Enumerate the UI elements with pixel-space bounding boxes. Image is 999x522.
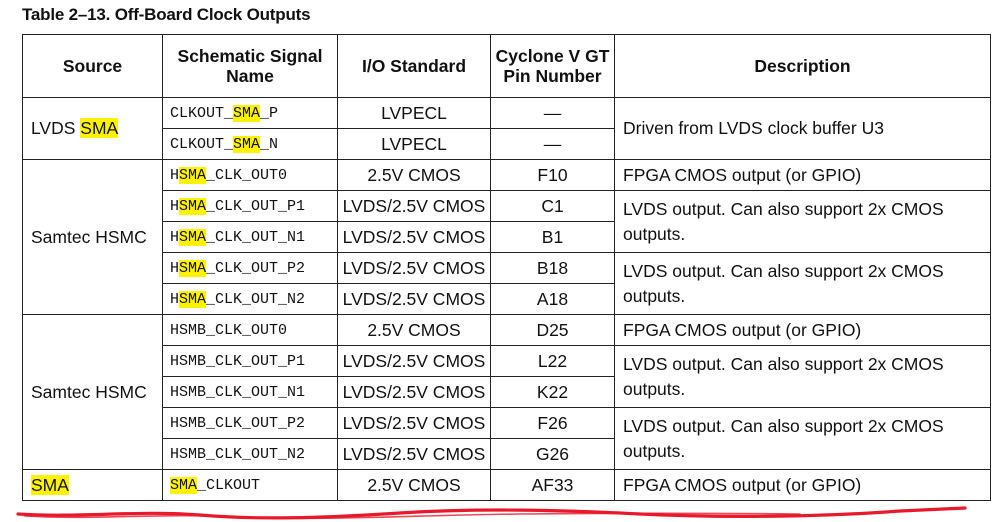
pin-cell: B1 [490,221,615,253]
table-row: HSMA_CLK_OUT_N1 LVDS/2.5V CMOS B1 [23,221,991,253]
description-cell: Driven from LVDS clock buffer U3 [614,97,991,160]
header-pin-number: Cyclone V GT Pin Number [490,34,615,98]
pin-cell: C1 [490,190,615,222]
table-row: HSMB_CLK_OUT_P2 LVDS/2.5V CMOS F26 LVDS … [23,407,991,470]
pin-cell: B18 [490,252,615,284]
description-cell: FPGA CMOS output (or GPIO) [614,159,991,191]
pin-cell: — [490,128,615,160]
clock-outputs-table: Source Schematic Signal Name I/O Standard… [22,34,991,501]
table-row: HSMA_CLK_OUT_N2 LVDS/2.5V CMOS A18 [23,283,991,315]
io-cell: LVPECL [337,128,491,160]
pin-cell: G26 [490,438,615,470]
table-caption: Table 2–13. Off-Board Clock Outputs [22,5,311,24]
signal-cell: CLKOUT_SMA_P [162,97,338,129]
description-cell: FPGA CMOS output (or GPIO) [614,314,991,346]
io-cell: LVDS/2.5V CMOS [337,190,491,222]
pin-cell: — [490,97,615,129]
pin-cell: F26 [490,407,615,439]
signal-cell: HSMA_CLK_OUT_N1 [162,221,338,253]
io-cell: 2.5V CMOS [337,159,491,191]
source-samtec-hsmc-a: Samtec HSMC [22,159,163,315]
io-cell: LVDS/2.5V CMOS [337,407,491,439]
header-signal-name: Schematic Signal Name [162,34,338,98]
io-cell: LVDS/2.5V CMOS [337,283,491,315]
signal-cell: HSMA_CLK_OUT_P2 [162,252,338,284]
io-cell: LVPECL [337,97,491,129]
table-row: LVDS SMA CLKOUT_SMA_P LVPECL — Driven fr… [22,97,991,160]
signal-cell: HSMB_CLK_OUT_P1 [162,345,338,377]
io-cell: 2.5V CMOS [337,314,491,346]
header-source: Source [22,34,163,98]
table-row: HSMA_CLK_OUT_P1 LVDS/2.5V CMOS C1 LVDS o… [23,190,991,253]
table-row: SMA SMA_CLKOUT 2.5V CMOS AF33 FPGA CMOS … [22,469,991,501]
signal-cell: HSMB_CLK_OUT0 [162,314,338,346]
source-lvds-sma: LVDS SMA [22,97,163,160]
description-cell: LVDS output. Can also support 2x CMOS ou… [614,407,991,470]
header-io-standard: I/O Standard [337,34,491,98]
description-cell: LVDS output. Can also support 2x CMOS ou… [614,190,991,253]
table-row: CLKOUT_SMA_N LVPECL — [23,128,991,160]
description-cell: FPGA CMOS output (or GPIO) [614,469,991,501]
table-row: Samtec HSMC HSMA_CLK_OUT0 2.5V CMOS F10 … [22,159,991,315]
header-description: Description [614,34,991,98]
signal-cell: HSMB_CLK_OUT_P2 [162,407,338,439]
io-cell: LVDS/2.5V CMOS [337,345,491,377]
signal-cell: HSMB_CLK_OUT_N2 [162,438,338,470]
red-underline-annotation [16,506,967,520]
description-cell: LVDS output. Can also support 2x CMOS ou… [614,345,991,408]
description-cell: LVDS output. Can also support 2x CMOS ou… [614,252,991,315]
io-cell: LVDS/2.5V CMOS [337,438,491,470]
signal-cell: HSMA_CLK_OUT_P1 [162,190,338,222]
pin-cell: AF33 [490,469,615,501]
source-samtec-hsmc-b: Samtec HSMC [22,314,163,470]
signal-cell: CLKOUT_SMA_N [162,128,338,160]
io-cell: LVDS/2.5V CMOS [337,252,491,284]
table-row: HSMB_CLK_OUT_N2 LVDS/2.5V CMOS G26 [23,438,991,470]
pin-cell: F10 [490,159,615,191]
table-row: Samtec HSMC HSMB_CLK_OUT0 2.5V CMOS D25 … [22,314,991,470]
pin-cell: A18 [490,283,615,315]
io-cell: LVDS/2.5V CMOS [337,221,491,253]
signal-cell: HSMA_CLK_OUT_N2 [162,283,338,315]
table-row: HSMB_CLK_OUT_P1 LVDS/2.5V CMOS L22 LVDS … [23,345,991,408]
pin-cell: D25 [490,314,615,346]
signal-cell: HSMA_CLK_OUT0 [162,159,338,191]
signal-cell: HSMB_CLK_OUT_N1 [162,376,338,408]
table-row: HSMA_CLK_OUT_P2 LVDS/2.5V CMOS B18 LVDS … [23,252,991,315]
source-sma: SMA [22,469,163,501]
io-cell: LVDS/2.5V CMOS [337,376,491,408]
signal-cell: SMA_CLKOUT [162,469,338,501]
header-row: Source Schematic Signal Name I/O Standard… [22,34,991,98]
pin-cell: L22 [490,345,615,377]
io-cell: 2.5V CMOS [337,469,491,501]
pin-cell: K22 [490,376,615,408]
table-row: HSMB_CLK_OUT_N1 LVDS/2.5V CMOS K22 [23,376,991,408]
